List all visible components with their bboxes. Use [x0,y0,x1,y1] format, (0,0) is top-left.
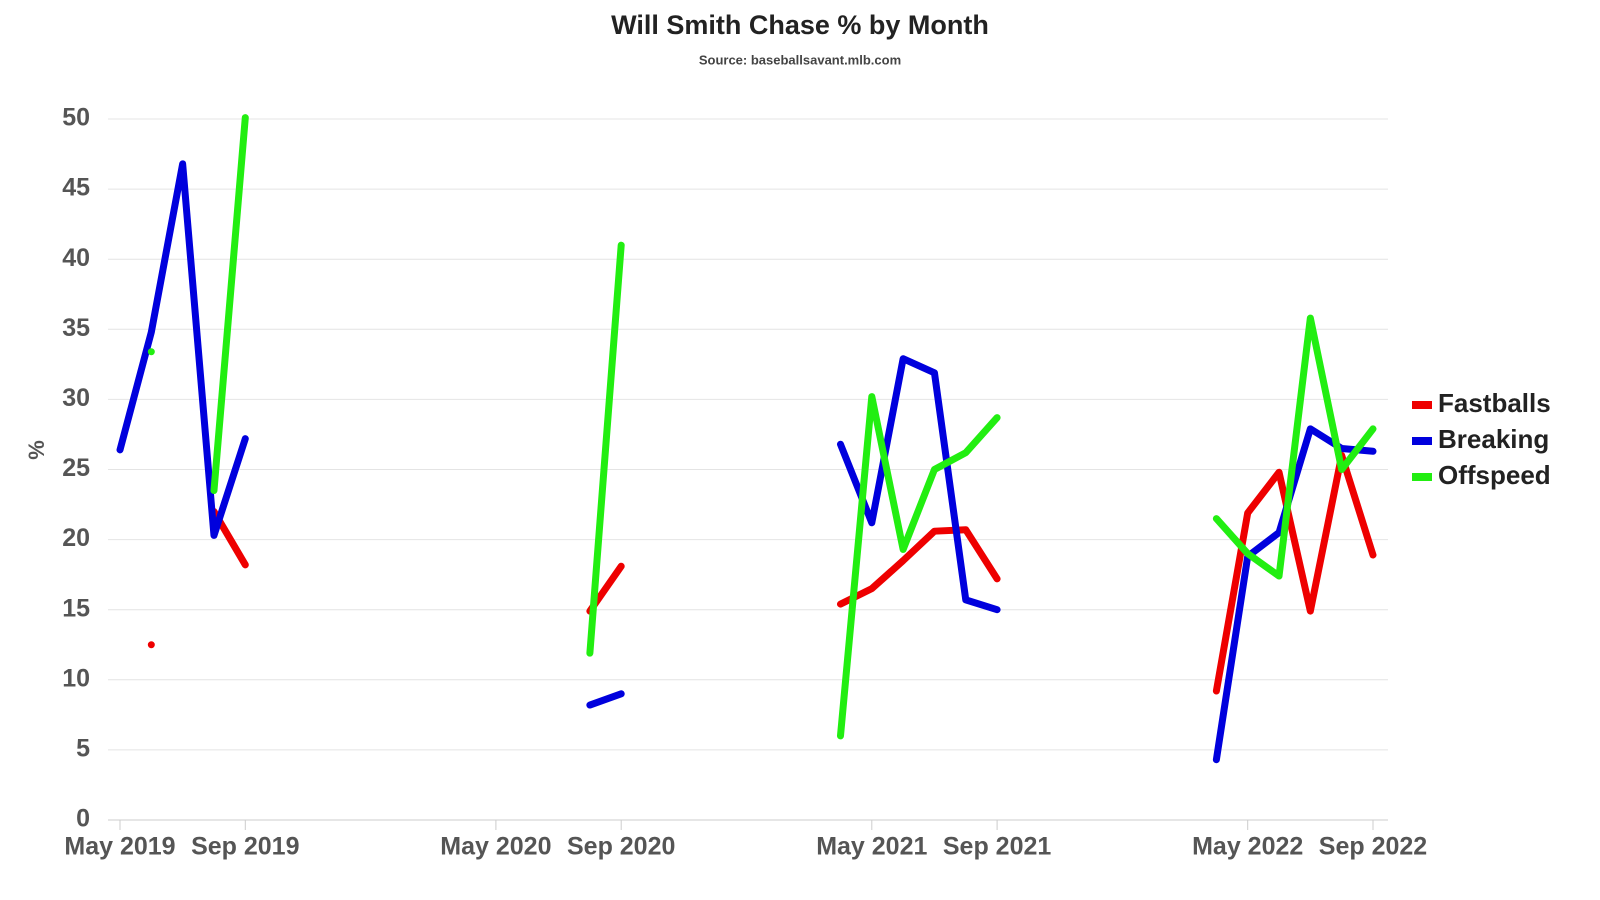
y-tick-label: 25 [62,454,90,482]
x-tick-label: May 2020 [440,833,551,861]
x-tick-label: Sep 2022 [1319,833,1427,861]
series-line [116,160,1377,764]
y-tick-label: 30 [62,384,90,412]
y-tick-label: 45 [62,174,90,202]
legend-swatch [1412,473,1432,481]
x-tick-label: Sep 2021 [943,833,1052,861]
x-tick-label: May 2021 [816,833,927,861]
y-tick-label: 20 [62,524,90,552]
y-tick-label: 15 [62,594,90,622]
y-tick-label: 40 [62,244,90,272]
legend-swatch [1412,401,1432,409]
legend-label: Offspeed [1438,460,1551,490]
x-tick-label: Sep 2020 [567,833,675,861]
chart-subtitle: Source: baseballsavant.mlb.com [699,52,901,67]
x-tick-label: Sep 2019 [191,833,299,861]
y-tick-label: 35 [62,314,90,342]
x-tick-label: May 2019 [64,833,175,861]
legend-label: Breaking [1438,424,1549,454]
x-tick-label: May 2022 [1192,833,1303,861]
legend-swatch [1412,437,1432,445]
y-tick-label: 5 [76,735,90,763]
y-tick-label: 50 [62,104,90,132]
y-tick-label: 10 [62,664,90,692]
y-axis-label: % [24,440,49,460]
series-line [147,451,1377,695]
legend-label: Fastballs [1438,388,1551,418]
y-tick-label: 0 [76,805,90,833]
chart-title: Will Smith Chase % by Month [611,10,989,40]
series-line [147,114,1377,740]
